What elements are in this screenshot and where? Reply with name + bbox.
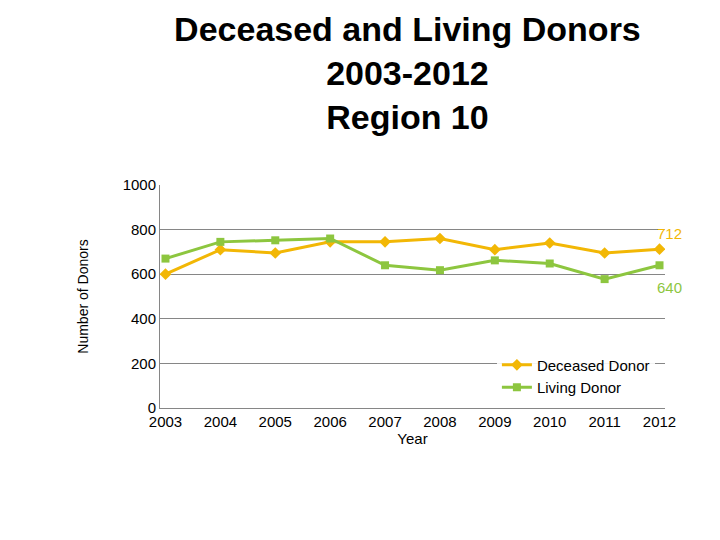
- svg-text:Deceased Donor: Deceased Donor: [537, 357, 650, 374]
- svg-text:2005: 2005: [259, 413, 292, 430]
- svg-text:800: 800: [131, 221, 156, 238]
- svg-text:2012: 2012: [643, 413, 676, 430]
- svg-text:2006: 2006: [313, 413, 346, 430]
- svg-text:2003: 2003: [149, 413, 182, 430]
- svg-text:640: 640: [657, 279, 682, 296]
- svg-text:2008: 2008: [423, 413, 456, 430]
- svg-text:400: 400: [131, 310, 156, 327]
- svg-text:200: 200: [131, 355, 156, 372]
- svg-text:Year: Year: [397, 430, 427, 447]
- svg-text:1000: 1000: [123, 176, 156, 193]
- svg-text:2010: 2010: [533, 413, 566, 430]
- svg-text:0: 0: [148, 399, 156, 416]
- svg-text:2009: 2009: [478, 413, 511, 430]
- svg-text:Number of Donors: Number of Donors: [75, 239, 91, 353]
- svg-text:2004: 2004: [204, 413, 237, 430]
- svg-text:2007: 2007: [368, 413, 401, 430]
- svg-text:Living Donor: Living Donor: [537, 379, 621, 396]
- svg-text:600: 600: [131, 265, 156, 282]
- svg-text:712: 712: [657, 225, 682, 242]
- svg-text:Deceased and Living Donors2003: Deceased and Living Donors2003-2012Regio…: [174, 10, 641, 136]
- svg-text:2011: 2011: [588, 413, 620, 430]
